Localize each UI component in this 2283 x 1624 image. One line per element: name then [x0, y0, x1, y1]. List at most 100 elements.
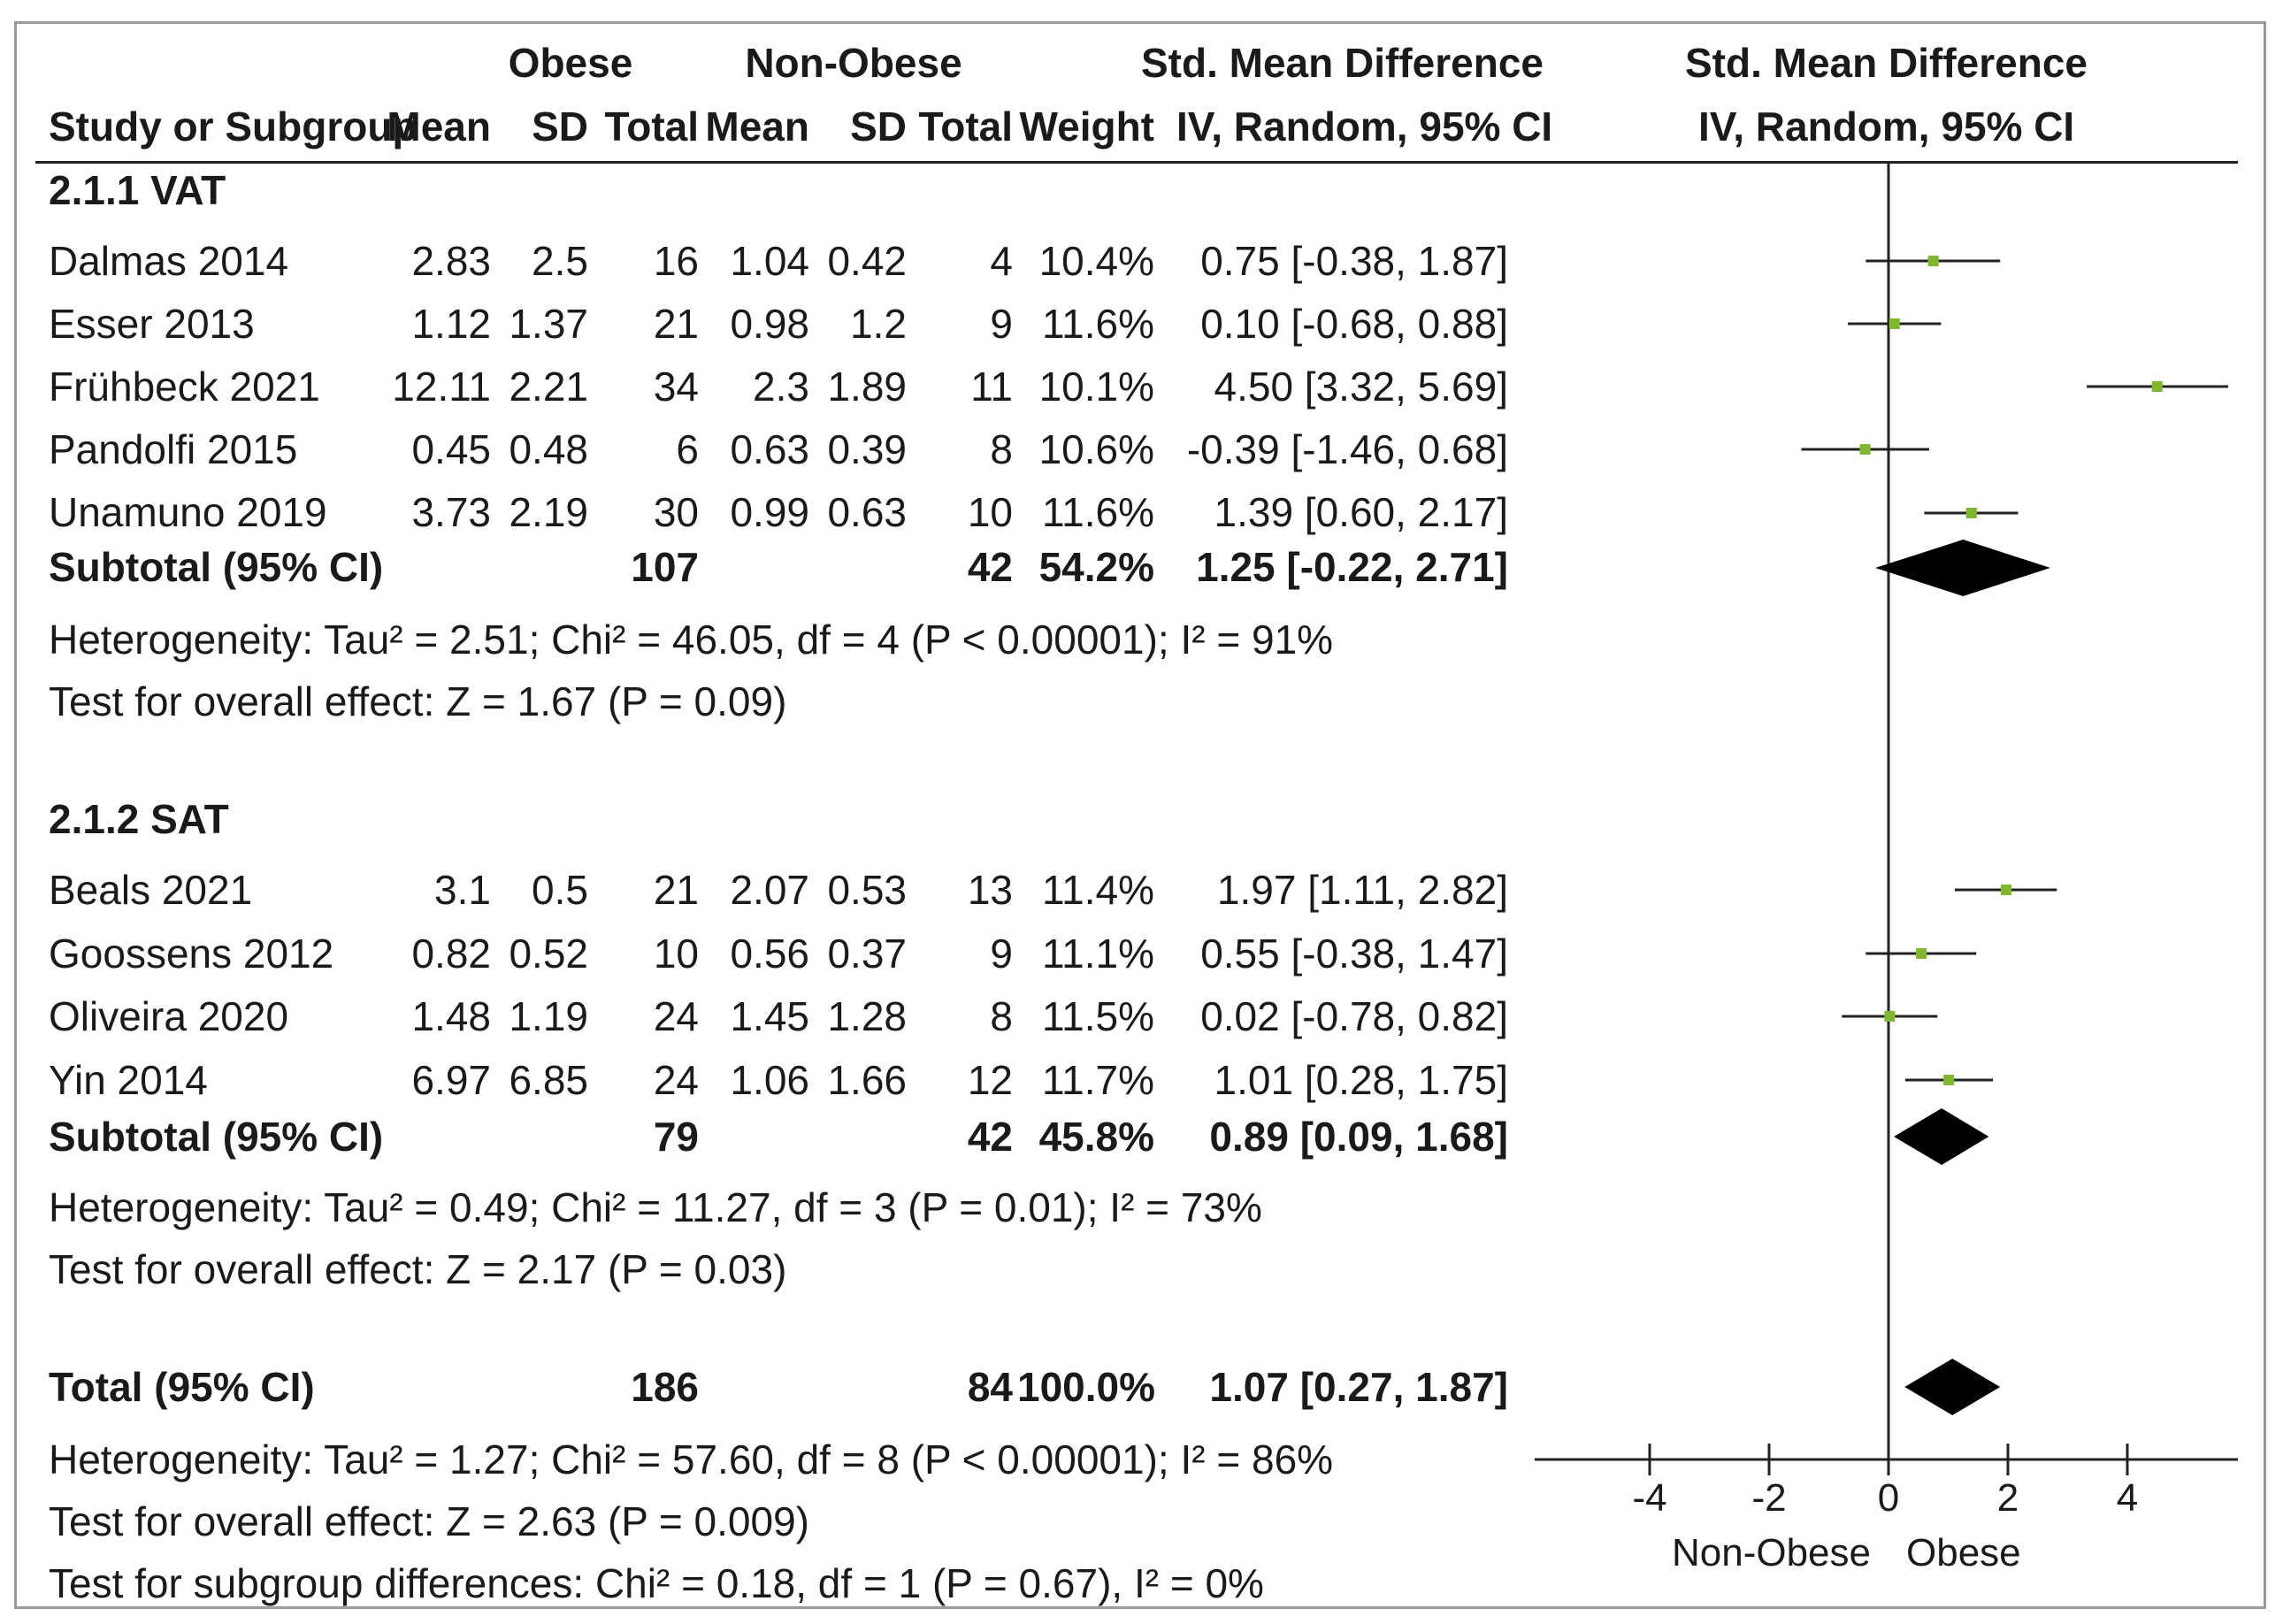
sd2: 1.2: [850, 301, 907, 347]
effect-ci: 0.75 [-0.38, 1.87]: [1200, 238, 1508, 284]
col-study: Study or Subgroup: [49, 103, 418, 149]
total2: 10: [967, 489, 1013, 535]
sd2: 0.63: [827, 489, 907, 535]
effect-ci: 4.50 [3.32, 5.69]: [1214, 364, 1509, 410]
x-axis-label-right: Obese: [1906, 1531, 2021, 1574]
total2: 9: [990, 931, 1013, 977]
total1: 16: [653, 238, 699, 284]
effect-ci: -0.39 [-1.46, 0.68]: [1186, 426, 1508, 472]
point-estimate-marker: [1888, 318, 1900, 329]
col-total1: Total: [604, 103, 699, 149]
sd1: 2.19: [509, 489, 588, 535]
study-name: Esser 2013: [49, 301, 255, 347]
effect-ci: 0.10 [-0.68, 0.88]: [1200, 301, 1508, 347]
x-tick-label: 2: [1997, 1476, 2019, 1520]
effect-title-right: Std. Mean Difference: [1685, 40, 2088, 86]
header-rule: [35, 161, 2238, 164]
mean2: 2.3: [753, 364, 809, 410]
total1: 30: [653, 489, 699, 535]
total1: 10: [653, 931, 699, 977]
weight: 10.6%: [1038, 426, 1154, 472]
mean1: 0.45: [411, 426, 491, 472]
mean1: 3.1: [434, 867, 491, 913]
x-tick-label: -2: [1751, 1476, 1786, 1520]
sd1: 2.5: [532, 238, 588, 284]
subgroup-title: 2.1.2 SAT: [49, 796, 229, 842]
sd2: 0.37: [827, 931, 907, 977]
total2: 8: [990, 993, 1013, 1039]
total2: 11: [970, 364, 1013, 410]
total-total2: 84: [967, 1364, 1013, 1410]
subtotal-ci: 0.89 [0.09, 1.68]: [1209, 1114, 1508, 1160]
group-nonobese-header: Non-Obese: [745, 40, 962, 86]
total2: 13: [967, 867, 1013, 913]
weight: 10.1%: [1038, 364, 1154, 410]
point-estimate-marker: [1927, 256, 1939, 266]
pooled-diamond: [1904, 1359, 2001, 1415]
total1: 24: [653, 993, 699, 1039]
col-mean2: Mean: [705, 103, 809, 149]
sd2: 1.66: [827, 1057, 907, 1103]
subtotal-weight: 45.8%: [1038, 1114, 1154, 1160]
effect-ci: 1.39 [0.60, 2.17]: [1214, 489, 1509, 535]
total2: 12: [967, 1057, 1013, 1103]
sd1: 1.37: [509, 301, 588, 347]
mean1: 1.12: [411, 301, 491, 347]
sd2: 1.28: [827, 993, 907, 1039]
weight: 11.1%: [1041, 931, 1154, 977]
total1: 21: [653, 301, 699, 347]
subtotal-weight: 54.2%: [1038, 544, 1154, 590]
study-name: Oliveira 2020: [49, 993, 289, 1039]
total-ci: 1.07 [0.27, 1.87]: [1209, 1364, 1508, 1410]
subgroup-differences-text: Test for subgroup differences: Chi² = 0.…: [49, 1560, 1264, 1606]
effect-ci: 1.01 [0.28, 1.75]: [1214, 1057, 1509, 1103]
total1: 24: [653, 1057, 699, 1103]
method-left: IV, Random, 95% CI: [1176, 103, 1553, 149]
mean1: 12.11: [392, 364, 491, 410]
overall-effect-text: Test for overall effect: Z = 2.63 (P = 0…: [49, 1498, 809, 1544]
col-weight: Weight: [1019, 103, 1154, 149]
point-estimate-marker: [2000, 885, 2011, 895]
point-estimate-marker: [1859, 444, 1871, 455]
sd2: 1.89: [827, 364, 907, 410]
group-obese-header: Obese: [508, 40, 633, 86]
mean1: 0.82: [411, 931, 491, 977]
mean1: 2.83: [411, 238, 491, 284]
point-estimate-marker: [1916, 948, 1927, 959]
mean1: 3.73: [411, 489, 491, 535]
heterogeneity-text: Heterogeneity: Tau² = 0.49; Chi² = 11.27…: [49, 1184, 1262, 1230]
mean1: 1.48: [411, 993, 491, 1039]
subgroup-title: 2.1.1 VAT: [49, 167, 226, 213]
x-tick-label: 0: [1878, 1476, 1899, 1520]
subtotal-total1: 79: [653, 1114, 699, 1160]
col-total2: Total: [918, 103, 1013, 149]
sd1: 6.85: [509, 1057, 588, 1103]
mean2: 1.45: [730, 993, 809, 1039]
mean2: 1.06: [730, 1057, 809, 1103]
total2: 9: [990, 301, 1013, 347]
mean1: 6.97: [411, 1057, 491, 1103]
total1: 34: [653, 364, 699, 410]
total1: 6: [676, 426, 699, 472]
weight: 11.5%: [1041, 993, 1154, 1039]
weight: 11.7%: [1041, 1057, 1154, 1103]
x-axis-label-left: Non-Obese: [1672, 1531, 1871, 1574]
total2: 8: [990, 426, 1013, 472]
mean2: 0.98: [730, 301, 809, 347]
overall-effect-text: Test for overall effect: Z = 2.17 (P = 0…: [49, 1246, 787, 1292]
sd1: 1.19: [509, 993, 588, 1039]
point-estimate-marker: [2151, 381, 2163, 392]
effect-title-left: Std. Mean Difference: [1141, 40, 1544, 86]
sd2: 0.42: [827, 238, 907, 284]
weight: 11.6%: [1041, 301, 1154, 347]
mean2: 1.04: [730, 238, 809, 284]
mean2: 0.56: [730, 931, 809, 977]
figure-frame: [14, 21, 2266, 1609]
col-sd2: SD: [850, 103, 907, 149]
heterogeneity-text: Heterogeneity: Tau² = 2.51; Chi² = 46.05…: [49, 617, 1334, 663]
weight: 10.4%: [1038, 238, 1154, 284]
study-name: Unamuno 2019: [49, 489, 327, 535]
col-sd1: SD: [532, 103, 588, 149]
sd2: 0.39: [827, 426, 907, 472]
mean2: 2.07: [730, 867, 809, 913]
